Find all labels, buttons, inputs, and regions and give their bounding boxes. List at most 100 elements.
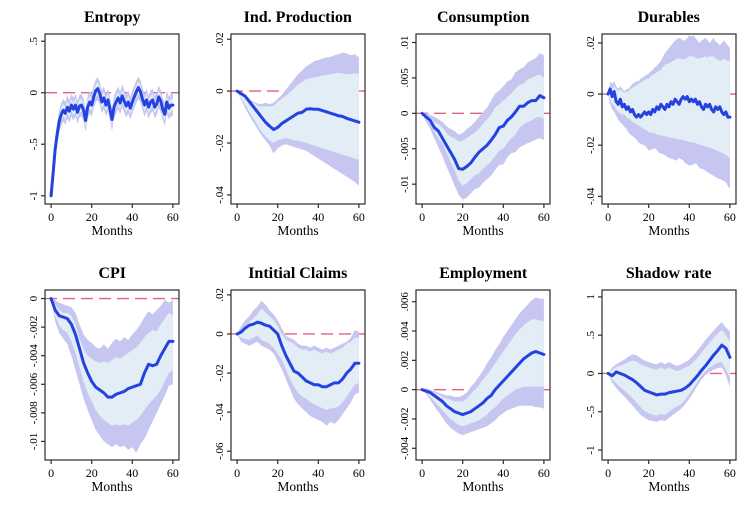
x-axis-title: Months: [91, 479, 132, 494]
chart-title: Employment: [439, 264, 528, 282]
response-line: [235, 320, 360, 388]
plot-frame: [44, 288, 180, 461]
y-tick-label: 0: [399, 110, 411, 116]
x-tick-label: 20: [86, 210, 98, 224]
chart-cell-ind-production: Ind. Production .02 0 -.02 -.04 0 20 40 60 Month…: [186, 0, 372, 256]
y-tick-label: -.04: [585, 187, 597, 205]
x-tick-label: 60: [352, 466, 364, 480]
x-tick-label: 20: [271, 466, 283, 480]
y-tick-label: .02: [214, 288, 226, 302]
x-tick-label: 0: [605, 466, 611, 480]
x-tick-label: 20: [642, 466, 654, 480]
chart-title: Ind. Production: [243, 9, 352, 26]
chart-plot: .5 0 -.5 -1 0 20 40 60 Months: [28, 33, 180, 238]
chart-plot: .02 0 -.02 -.04 0 20 40 60 Months: [585, 33, 737, 238]
x-tick-label: 40: [497, 466, 509, 480]
y-tick-label: -.5: [585, 405, 597, 417]
x-axis-title: Months: [91, 223, 132, 238]
x-tick-label: 20: [457, 210, 469, 224]
response-line: [235, 89, 360, 132]
plot-frame: [229, 33, 366, 205]
confidence-band-inner: [422, 318, 544, 426]
response-line: [420, 94, 546, 171]
y-tick-label: -.004: [399, 436, 411, 459]
x-tick-label: 40: [312, 466, 324, 480]
y-tick-label: -.02: [214, 364, 226, 381]
x-tick-label: 0: [48, 466, 54, 480]
y-tick-label: -.02: [585, 136, 597, 153]
x-axis-title: Months: [648, 479, 689, 494]
y-tick-label: -.02: [214, 134, 226, 151]
y-tick-label: .002: [399, 350, 411, 369]
x-tick-label: 60: [167, 466, 179, 480]
y-tick-label: -.004: [28, 343, 40, 366]
y-tick-label: .02: [214, 32, 226, 46]
x-tick-label: 40: [126, 210, 138, 224]
chart-plot: .02 0 -.02 -.04 0 20 40 60 Months: [214, 32, 366, 238]
response-line: [49, 296, 175, 399]
y-tick-label: .005: [399, 68, 411, 88]
y-tick-label: -.006: [28, 372, 40, 395]
x-tick-label: 60: [352, 210, 364, 224]
confidence-band-inner: [236, 72, 359, 160]
chart-plot: 1 .5 0 -.5 -1 0 20 40 60 Months: [585, 288, 737, 494]
y-tick-label: -.06: [214, 442, 226, 460]
chart-plot: 0 -.002 -.004 -.006 -.008 -.01 0 20 40 60 Months: [28, 288, 180, 494]
plot-frame: [600, 33, 737, 205]
chart-cell-entropy: Entropy .5 0 -.5 -1 0 20 40 60 Months: [0, 0, 186, 256]
x-tick-label: 0: [48, 210, 54, 224]
y-tick-label: -.008: [28, 400, 40, 423]
x-tick-label: 20: [86, 466, 98, 480]
y-tick-label: .02: [585, 36, 597, 50]
chart-title: Consumption: [437, 9, 530, 26]
chart-title: Shadow rate: [625, 264, 712, 282]
x-axis-title: Months: [462, 223, 503, 238]
confidence-band-inner: [51, 298, 173, 426]
y-tick-label: .006: [399, 291, 411, 311]
confidence-band-inner: [51, 81, 173, 196]
x-tick-label: 40: [126, 466, 138, 480]
chart-cell-employment: Employment .006 .004 .002 0 -.002 -.004 0 20 40 6…: [371, 256, 557, 511]
x-tick-label: 60: [723, 466, 735, 480]
chart-cell-cpi: CPI 0 -.002 -.004 -.006 -.008 -.01 0 20 40 60 Mont…: [0, 256, 186, 511]
plot-frame: [415, 288, 551, 461]
confidence-band-inner: [607, 329, 730, 416]
chart-plot: .006 .004 .002 0 -.002 -.004 0 20 40 60 Months: [399, 288, 551, 494]
x-axis-title: Months: [462, 479, 503, 494]
plot-frame: [44, 33, 180, 205]
response-line: [606, 343, 731, 396]
y-tick-label: -1: [28, 191, 40, 200]
x-axis-title: Months: [277, 223, 318, 238]
y-tick-label: 1: [585, 294, 597, 300]
x-tick-label: 0: [419, 466, 425, 480]
chart-cell-initial-claims: Intitial Claims .02 0 -.02 -.04 -.06 0 20 40 60 M…: [186, 256, 372, 511]
y-tick-label: .5: [28, 37, 40, 46]
x-tick-label: 60: [538, 210, 550, 224]
chart-plot: .02 0 -.02 -.04 -.06 0 20 40 60 Months: [214, 288, 366, 494]
chart-title: Intitial Claims: [248, 264, 348, 282]
y-tick-label: .004: [399, 320, 411, 340]
y-tick-label: -.002: [28, 315, 40, 338]
chart-cell-consumption: Consumption .01 .005 0 -.005 -.01 0 20 40 60 Mont…: [371, 0, 557, 256]
plot-frame: [415, 33, 551, 205]
y-tick-label: 0: [214, 88, 226, 94]
x-tick-label: 60: [167, 210, 179, 224]
y-tick-label: 0: [585, 91, 597, 97]
confidence-band-outer: [51, 76, 173, 196]
x-tick-label: 20: [457, 466, 469, 480]
plot-frame: [600, 288, 737, 461]
y-tick-label: 0: [28, 89, 40, 95]
chart-title: Durables: [637, 9, 700, 26]
x-tick-label: 40: [683, 466, 695, 480]
y-tick-label: -.04: [214, 186, 226, 204]
chart-plot: .01 .005 0 -.005 -.01 0 20 40 60 Months: [399, 33, 551, 238]
y-tick-label: 0: [214, 330, 226, 336]
y-tick-label: 0: [399, 386, 411, 392]
x-axis-title: Months: [277, 479, 318, 494]
response-line: [49, 86, 175, 198]
x-tick-label: 60: [723, 210, 735, 224]
chart-cell-durables: Durables .02 0 -.02 -.04 0 20 40 60 Months: [557, 0, 742, 256]
y-tick-label: -.5: [28, 138, 40, 150]
y-tick-label: .5: [585, 330, 597, 339]
